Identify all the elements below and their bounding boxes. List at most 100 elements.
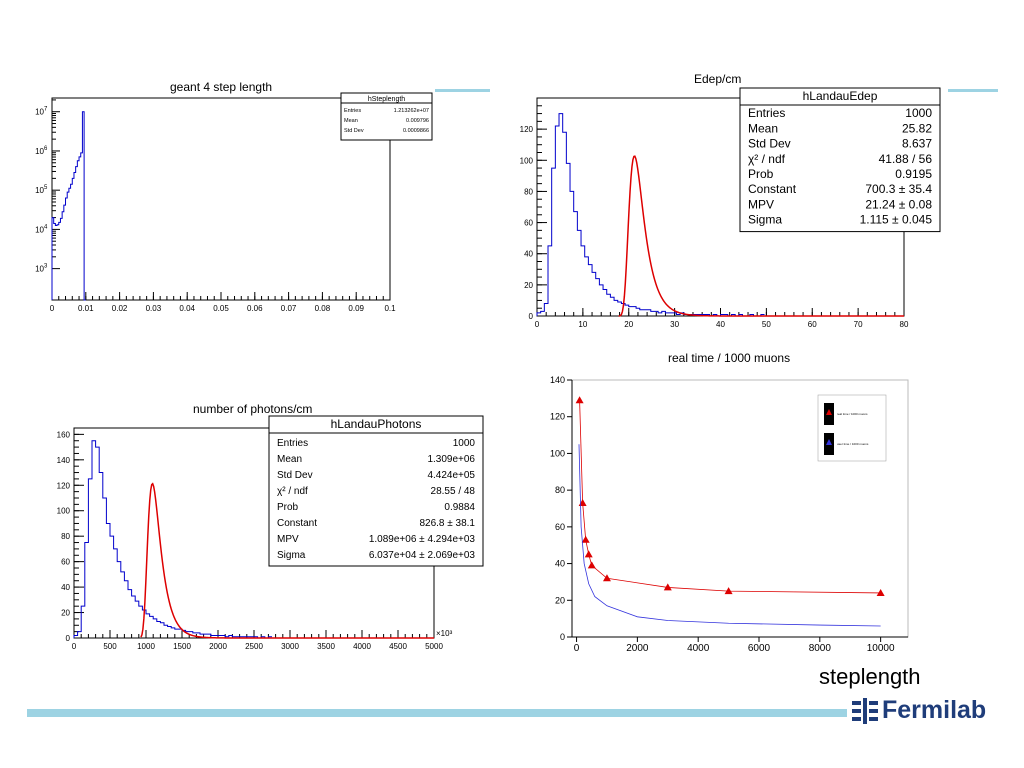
edep-y-tick-label: 40 — [524, 250, 533, 259]
realtime-data-point — [602, 574, 611, 582]
photons-y-tick-label: 40 — [61, 583, 70, 592]
photons-x-tick-label: 1000 — [137, 642, 155, 651]
steplength-y-tick-exponent: 3 — [44, 264, 48, 270]
photons-stats-box — [268, 415, 484, 567]
edep-x-tick-label: 20 — [624, 320, 633, 329]
realtime-data-point — [578, 498, 587, 506]
edep-y-tick-label: 60 — [524, 219, 533, 228]
edep-stats-value: 21.24 ± 0.08 — [865, 197, 932, 211]
steplength-y-tick-exponent: 7 — [44, 107, 48, 113]
realtime-legend-marker — [826, 439, 832, 445]
steplength-y-tick-label: 10 — [35, 108, 44, 117]
photons-stats-label: Sigma — [277, 550, 306, 561]
photons-y-tick-label: 0 — [66, 634, 71, 643]
fermilab-logo: Fermilab — [852, 696, 986, 725]
steplength-y-tick-label: 10 — [35, 225, 44, 234]
realtime-y-tick-label: 0 — [560, 632, 565, 642]
realtime-x-tick-label: 6000 — [748, 643, 771, 654]
photons-x-tick-label: 5000 — [425, 642, 443, 651]
photons-stats-value: 6.037e+04 ± 2.069e+03 — [369, 550, 476, 561]
photons-stats-value: 0.9884 — [444, 502, 475, 513]
edep-x-tick-label: 60 — [808, 320, 817, 329]
edep-x-tick-label: 80 — [900, 320, 909, 329]
realtime-legend-label: user time / 1000 muons — [837, 442, 869, 446]
photons-x-tick-label: 1500 — [173, 642, 191, 651]
photons-x-tick-label: 3000 — [281, 642, 299, 651]
photons-x-tick-label: 2000 — [209, 642, 227, 651]
photons-x-tick-label: 0 — [72, 642, 77, 651]
realtime-data-point — [724, 587, 733, 595]
photons-stats-label: Std Dev — [277, 470, 313, 481]
steplength-y-tick-label: 10 — [35, 265, 44, 274]
edep-stats-value: 1.115 ± 0.045 — [860, 213, 933, 227]
steplength-stats-title: hSteplength — [368, 96, 405, 103]
photons-stats-value: 1.309e+06 — [427, 454, 475, 465]
realtime-x-tick-label: 10000 — [867, 643, 895, 654]
steplength-histogram — [51, 111, 86, 301]
steplength-x-tick-label: 0.05 — [213, 304, 229, 313]
edep-stats-label: Entries — [748, 106, 785, 120]
photons-stats-label: Entries — [277, 438, 308, 449]
photons-stats-value: 1000 — [453, 438, 476, 449]
photons-stats-label: Mean — [277, 454, 302, 465]
title-steplength: geant 4 step length — [170, 80, 273, 94]
photons-stats-label: MPV — [277, 534, 299, 545]
edep-stats-label: Mean — [748, 121, 778, 135]
edep-x-tick-label: 30 — [670, 320, 679, 329]
realtime-y-tick-label: 120 — [550, 412, 565, 422]
realtime-data-point — [581, 535, 590, 543]
fermilab-logo-text: Fermilab — [882, 696, 987, 724]
realtime-data-point — [587, 561, 596, 569]
photons-y-tick-label: 160 — [57, 430, 71, 439]
edep-stats-value: 1000 — [905, 106, 932, 120]
realtime-x-tick-label: 2000 — [626, 643, 649, 654]
accent-line-top-right — [948, 89, 998, 92]
steplength-x-tick-label: 0.08 — [315, 304, 331, 313]
realtime-series-line-1 — [578, 444, 881, 627]
steplength-stats-label: Std Dev — [344, 128, 364, 134]
edep-histogram — [536, 113, 765, 317]
accent-line-top-left — [435, 89, 490, 92]
edep-x-tick-label: 0 — [535, 320, 540, 329]
photons-y-tick-label: 120 — [57, 481, 71, 490]
realtime-data-point — [876, 588, 885, 596]
edep-stats-label: χ² / ndf — [748, 152, 786, 166]
steplength-stats-label: Mean — [344, 118, 358, 124]
footer-bar — [27, 709, 847, 717]
edep-y-tick-label: 0 — [529, 312, 534, 321]
photons-x-tick-label: 3500 — [317, 642, 335, 651]
photons-stats-label: Prob — [277, 502, 299, 513]
edep-stats-label: Constant — [748, 182, 797, 196]
realtime-x-tick-label: 8000 — [809, 643, 832, 654]
steplength-stats-box — [340, 92, 433, 141]
edep-x-tick-label: 70 — [854, 320, 863, 329]
photons-y-tick-label: 140 — [57, 456, 71, 465]
edep-stats-label: Sigma — [748, 213, 782, 227]
edep-stats-value: 700.3 ± 35.4 — [865, 182, 932, 196]
photons-stats-label: χ² / ndf — [277, 486, 308, 497]
photons-stats-value: 4.424e+05 — [427, 470, 475, 481]
realtime-data-point — [663, 583, 672, 591]
steplength-y-tick-exponent: 4 — [44, 224, 48, 230]
edep-stats-value: 0.9195 — [895, 167, 932, 181]
edep-stats-value: 41.88 / 56 — [879, 152, 933, 166]
edep-x-tick-label: 50 — [762, 320, 771, 329]
realtime-y-tick-label: 20 — [555, 595, 565, 605]
realtime-legend-marker — [826, 409, 832, 415]
photons-y-tick-label: 100 — [57, 507, 71, 516]
photons-stats-label: Constant — [277, 518, 317, 529]
photons-x-tick-label: 4000 — [353, 642, 371, 651]
edep-stats-title: hLandauEdep — [803, 89, 878, 103]
footer-label: steplength — [819, 664, 921, 689]
steplength-y-tick-exponent: 6 — [44, 146, 48, 152]
edep-stats-label: Prob — [748, 167, 774, 181]
steplength-x-tick-label: 0.01 — [78, 304, 94, 313]
realtime-data-point — [584, 550, 593, 558]
realtime-x-tick-label: 0 — [574, 643, 580, 654]
photons-landau-fit — [140, 482, 434, 639]
realtime-y-tick-label: 40 — [555, 559, 565, 569]
photons-y-tick-label: 60 — [61, 558, 70, 567]
edep-landau-fit — [618, 155, 904, 317]
photons-y-tick-label: 80 — [61, 532, 70, 541]
